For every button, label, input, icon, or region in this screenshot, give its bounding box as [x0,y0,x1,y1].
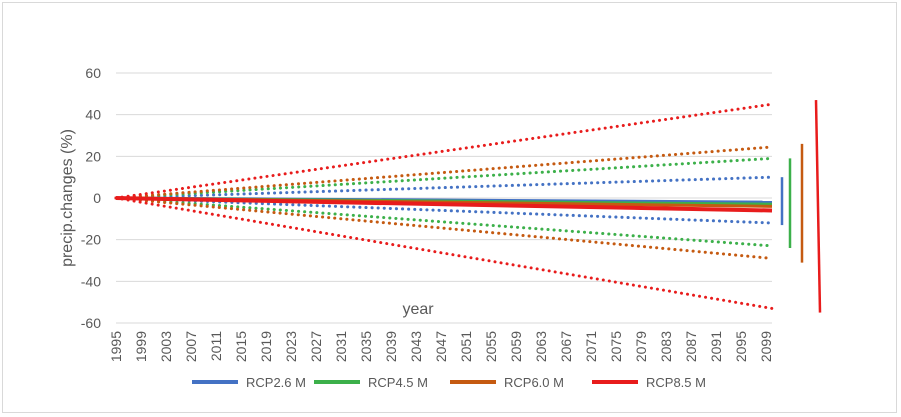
envelope-upper-line-0 [114,175,774,200]
x-tick-label: 2095 [733,331,749,362]
envelope-upper-line-1 [114,156,774,200]
x-tick-label: 2079 [633,331,649,362]
envelope-lower-line-0 [114,196,774,225]
x-tick-label: 2015 [233,331,249,362]
legend: RCP2.6 M RCP4.5 M RCP6.0 M RCP8.5 M [192,375,706,390]
y-axis-title: precip.changes (%) [59,129,76,267]
x-tick-labels: 1995 1999 2003 2007 2011 2015 2019 2023 2027 2031… [108,331,774,362]
x-tick-label: 2075 [608,331,624,362]
envelope-lower-line-3 [114,196,774,310]
x-tick-label: 2063 [533,331,549,362]
x-tick-label: 2039 [383,331,399,362]
y-tick-labels: -60 -40 -20 0 20 40 60 [81,65,101,331]
envelope-lower-line-1 [114,196,774,248]
x-tick-label: 2059 [508,331,524,362]
legend-label: RCP8.5 M [646,375,706,390]
x-tick-label: 2067 [558,331,574,362]
x-axis-title: year [402,301,434,318]
y-tick-label: -60 [81,315,101,331]
x-tick-label: 2099 [758,331,774,362]
series-line-rcp8-5-m [115,196,773,213]
range-bar-3 [814,100,822,313]
x-tick-label: 2051 [458,331,474,362]
envelope-upper-line-2 [114,145,774,200]
x-tick-label: 2003 [158,331,174,362]
x-tick-label: 2091 [708,331,724,362]
x-tick-label: 2031 [333,331,349,362]
y-tick-label: 20 [85,148,101,164]
y-tick-label: -40 [81,273,101,289]
x-tick-label: 2087 [683,331,699,362]
y-tick-label: 0 [93,190,101,206]
legend-label: RCP6.0 M [504,375,564,390]
envelope-lower-line-2 [114,196,774,260]
envelope-upper-line-3 [114,102,774,200]
x-tick-label: 2055 [483,331,499,362]
y-tick-label: -20 [81,232,101,248]
range-bars [780,100,822,313]
x-tick-label: 2083 [658,331,674,362]
x-tick-label: 1999 [133,331,149,362]
envelope-lines [114,102,774,310]
x-tick-label: 2047 [433,331,449,362]
x-tick-label: 2011 [208,331,224,361]
y-tick-label: 60 [85,65,101,81]
x-tick-label: 2023 [283,331,299,362]
x-tick-label: 1995 [108,331,124,362]
x-tick-label: 2019 [258,331,274,362]
x-tick-label: 2043 [408,331,424,362]
gridlines [116,72,772,324]
legend-label: RCP2.6 M [246,375,306,390]
y-tick-label: 40 [85,107,101,123]
x-tick-label: 2035 [358,331,374,362]
x-tick-label: 2007 [183,331,199,362]
legend-label: RCP4.5 M [368,375,428,390]
x-tick-label: 2071 [583,331,599,362]
x-tick-label: 2027 [308,331,324,362]
series-lines [115,196,773,213]
